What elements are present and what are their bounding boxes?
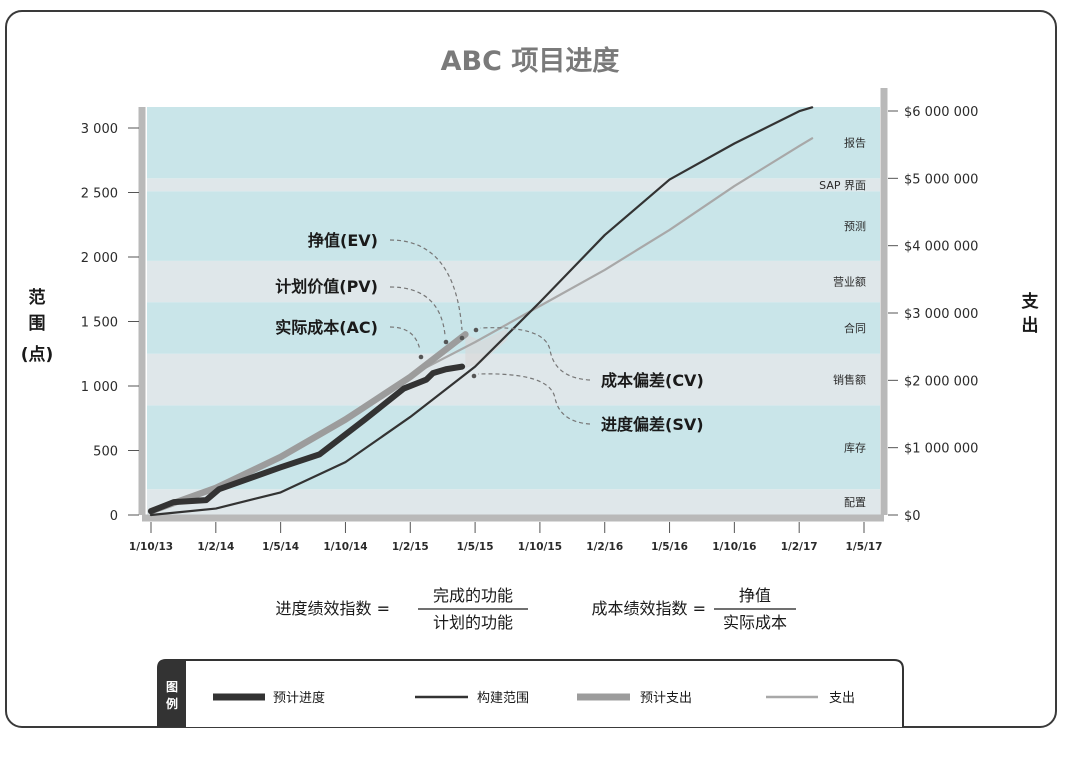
band-label-1: 库存 [844, 440, 866, 454]
annotation-arrow-3 [473, 327, 479, 333]
legend-title-char-2: 例 [166, 696, 178, 711]
annotations: 挣值(EV) 计划价值(PV) 实际成本(AC) 成本偏差(CV) 进度偏差(SV) [275, 231, 704, 434]
annotation-ac: 实际成本(AC) [275, 318, 378, 337]
annotation-ev: 挣值(EV) [308, 231, 378, 250]
cpi-formula: 成本绩效指数 = 挣值 实际成本 [592, 586, 796, 632]
legend-label-planned-progress: 预计进度 [273, 690, 325, 706]
cpi-label: 成本绩效指数 = [592, 599, 707, 618]
annotation-leader-1 [389, 286, 446, 336]
band-4 [147, 260, 880, 303]
spi-denominator: 计划的功能 [433, 613, 513, 632]
chart-title: ABC 项目进度 [441, 45, 620, 77]
y-right-tick-0: $0 [904, 509, 921, 524]
y-right-tick-3: $3 000 000 [904, 307, 978, 322]
annotation-sv: 进度偏差(SV) [601, 415, 704, 434]
annotation-arrow-1 [443, 339, 449, 345]
annotation-leader-4 [477, 373, 591, 425]
background-bands: 配置 库存 销售额 合同 营业额 预测 SAP 界面 报告 [147, 107, 880, 515]
y-left-tick-6: 3 000 [81, 122, 118, 137]
y-left-tick-1: 500 [93, 445, 118, 460]
x-tick-7: 1/2/16 [586, 541, 623, 553]
annotation-leader-0 [389, 239, 463, 331]
legend-label-planned-spend: 预计支出 [640, 691, 692, 706]
legend: 图 例 预计进度 构建范围 预计支出 支出 [157, 659, 904, 727]
x-tick-2: 1/5/14 [262, 541, 299, 553]
y-left-label-char-1: 范 [29, 287, 46, 308]
series-group [147, 106, 814, 517]
band-2 [147, 353, 880, 406]
y-right-tick-6: $6 000 000 [904, 105, 978, 120]
x-tick-8: 1/5/16 [651, 541, 688, 553]
spi-formula: 进度绩效指数 = 完成的功能 计划的功能 [276, 586, 528, 632]
variance-shading [465, 327, 508, 368]
x-tick-10: 1/2/17 [781, 541, 818, 553]
y-left-label-char-2: 围 [29, 314, 46, 334]
spi-numerator: 完成的功能 [433, 586, 513, 605]
x-tick-5: 1/5/15 [457, 541, 494, 553]
y-right-tick-5: $5 000 000 [904, 172, 978, 187]
band-label-4: 营业额 [833, 275, 866, 289]
y-axis-right-label: 支 出 [1022, 291, 1040, 336]
legend-label-build-scope: 构建范围 [477, 691, 529, 706]
y-right-tick-4: $4 000 000 [904, 240, 978, 255]
spi-label: 进度绩效指数 = [276, 599, 391, 618]
band-5 [147, 191, 880, 261]
y-right-tick-2: $2 000 000 [904, 374, 978, 389]
band-label-3: 合同 [844, 321, 866, 335]
annotation-leader-2 [389, 326, 421, 351]
y-left-label-char-3: (点) [21, 344, 54, 365]
y-left-tick-5: 2 500 [81, 187, 118, 202]
legend-label-spend: 支出 [829, 691, 855, 706]
x-tick-9: 1/10/16 [712, 541, 756, 553]
y-left-tick-4: 2 000 [81, 251, 118, 266]
x-tick-11: 1/5/17 [846, 541, 883, 553]
x-tick-0: 1/10/13 [129, 541, 173, 553]
y-right-label-char-2: 出 [1022, 315, 1039, 336]
x-tick-3: 1/10/14 [323, 541, 367, 553]
series-line-1 [149, 106, 814, 517]
band-label-0: 配置 [844, 496, 866, 509]
y-left-tick-2: 1 000 [81, 380, 118, 395]
cpi-denominator: 实际成本 [723, 613, 787, 632]
annotation-arrow-2 [418, 354, 424, 360]
x-tick-4: 1/2/15 [392, 541, 429, 553]
band-0 [147, 489, 880, 515]
band-label-5: 预测 [844, 220, 866, 233]
annotation-arrow-4 [471, 373, 477, 379]
annotation-arrow-0 [459, 335, 465, 341]
y-right-label-char-1: 支 [1022, 291, 1040, 312]
y-axis-left-label: 范 围 (点) [21, 287, 54, 365]
x-tick-1: 1/2/14 [197, 541, 234, 553]
band-label-7: 报告 [844, 136, 866, 150]
band-label-6: SAP 界面 [819, 179, 866, 192]
annotation-cv: 成本偏差(CV) [601, 371, 704, 390]
x-tick-6: 1/10/15 [518, 541, 562, 553]
legend-box [157, 659, 904, 727]
band-7 [147, 107, 880, 179]
legend-title-tab [158, 660, 186, 727]
series-line-2 [147, 331, 469, 515]
band-label-2: 销售额 [833, 373, 866, 387]
y-left-tick-0: 0 [110, 509, 118, 524]
band-6 [147, 178, 880, 192]
series-line-0 [148, 363, 466, 515]
cpi-numerator: 挣值 [739, 586, 771, 605]
legend-title-char-1: 图 [166, 680, 178, 694]
y-right-tick-1: $1 000 000 [904, 442, 978, 457]
axes: 0 500 1 000 1 500 2 000 2 500 3 000 $0 $1 000 00… [81, 88, 978, 553]
y-left-tick-3: 1 500 [81, 316, 118, 331]
annotation-pv: 计划价值(PV) [275, 277, 378, 296]
band-1 [147, 405, 880, 490]
